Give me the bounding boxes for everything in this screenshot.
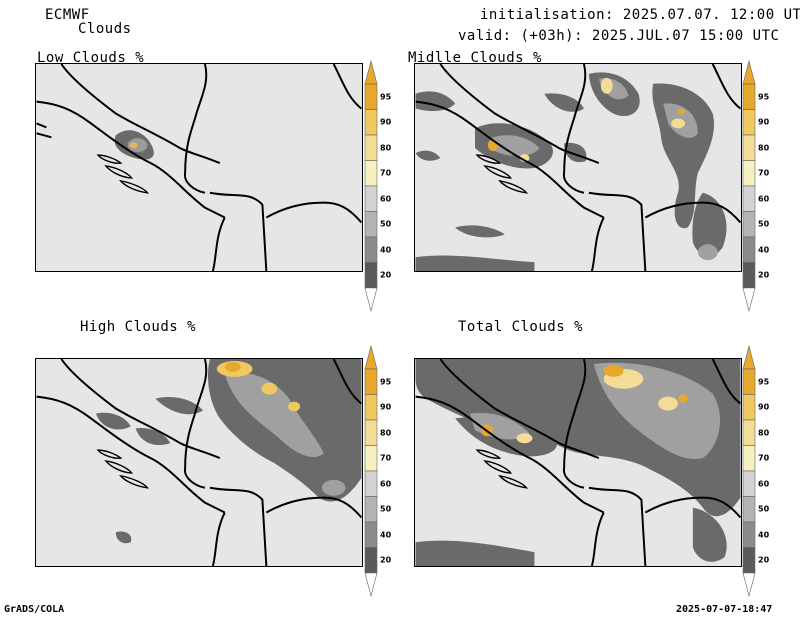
panel-title-middle: Midlle Clouds % xyxy=(408,50,542,66)
colorbar-box xyxy=(364,470,378,497)
colorbar-label: 20 xyxy=(380,555,392,565)
colorbar-box xyxy=(364,236,378,263)
colorbar-label: 50 xyxy=(758,504,770,514)
colorbar-svg xyxy=(742,60,756,312)
colorbar-label: 80 xyxy=(758,428,770,438)
colorbar-box xyxy=(742,236,756,263)
colorbar-label: 60 xyxy=(380,479,392,489)
colorbar-box xyxy=(742,160,756,187)
panel-title-low: Low Clouds % xyxy=(37,50,145,66)
colorbar-label: 60 xyxy=(380,194,392,204)
map-high-svg xyxy=(36,359,362,566)
colorbar-label: 40 xyxy=(758,245,770,255)
colorbar-arrow-top xyxy=(742,345,756,370)
map-low-svg xyxy=(36,64,362,271)
colorbar-label: 60 xyxy=(758,194,770,204)
map-total-clouds xyxy=(414,358,742,567)
colorbar-label: 20 xyxy=(758,270,770,280)
map-low-clouds xyxy=(35,63,363,272)
colorbar-box xyxy=(742,394,756,421)
colorbar-box xyxy=(742,368,756,395)
colorbar-label: 40 xyxy=(380,245,392,255)
colorbar-box xyxy=(364,445,378,472)
colorbar-label: 95 xyxy=(380,92,392,102)
initialisation-text: initialisation: 2025.07.07. 12:00 UTC xyxy=(480,7,800,23)
colorbar-label: 90 xyxy=(380,402,392,412)
colorbar-label: 20 xyxy=(758,555,770,565)
colorbar-label: 50 xyxy=(380,219,392,229)
colorbar-label: 60 xyxy=(758,479,770,489)
colorbar-bottom-left: 95 90 80 70 60 50 40 20 xyxy=(364,345,396,597)
colorbar-top-left: 95 90 80 70 60 50 40 20 xyxy=(364,60,396,312)
colorbar-arrow-bottom xyxy=(364,287,378,312)
colorbar-box xyxy=(742,262,756,289)
colorbar-box xyxy=(742,521,756,548)
model-name: ECMWF xyxy=(45,7,90,23)
valid-time-text: valid: (+03h): 2025.JUL.07 15:00 UTC xyxy=(458,28,780,44)
colorbar-bottom-right: 95 90 80 70 60 50 40 20 xyxy=(742,345,774,597)
colorbar-box xyxy=(364,262,378,289)
product-name: Clouds xyxy=(78,21,132,37)
colorbar-arrow-bottom xyxy=(742,572,756,597)
colorbar-box xyxy=(364,368,378,395)
colorbar-label: 80 xyxy=(380,143,392,153)
colorbar-box xyxy=(364,547,378,574)
colorbar-box xyxy=(742,470,756,497)
colorbar-box xyxy=(364,160,378,187)
colorbar-box xyxy=(742,211,756,238)
colorbar-label: 70 xyxy=(758,168,770,178)
colorbar-svg xyxy=(364,345,378,597)
colorbar-label: 90 xyxy=(758,117,770,127)
map-middle-svg xyxy=(415,64,741,271)
colorbar-label: 70 xyxy=(758,453,770,463)
colorbar-label: 70 xyxy=(380,168,392,178)
colorbar-box xyxy=(742,109,756,136)
colorbar-box xyxy=(364,109,378,136)
colorbar-arrow-top xyxy=(364,345,378,370)
colorbar-label: 90 xyxy=(758,402,770,412)
colorbar-label: 40 xyxy=(758,530,770,540)
colorbar-box xyxy=(364,185,378,212)
colorbar-arrow-bottom xyxy=(364,572,378,597)
colorbar-box xyxy=(364,521,378,548)
colorbar-label: 40 xyxy=(380,530,392,540)
colorbar-box xyxy=(742,185,756,212)
colorbar-box xyxy=(364,83,378,110)
colorbar-label: 90 xyxy=(380,117,392,127)
footer-software: GrADS/COLA xyxy=(4,604,65,615)
colorbar-box xyxy=(364,211,378,238)
map-total-svg xyxy=(415,359,741,566)
panel-title-total: Total Clouds % xyxy=(458,319,584,335)
colorbar-label: 80 xyxy=(758,143,770,153)
colorbar-box xyxy=(364,394,378,421)
map-middle-clouds xyxy=(414,63,742,272)
colorbar-box xyxy=(742,419,756,446)
colorbar-box xyxy=(364,419,378,446)
colorbar-label: 50 xyxy=(380,504,392,514)
colorbar-svg xyxy=(364,60,378,312)
colorbar-arrow-bottom xyxy=(742,287,756,312)
colorbar-box xyxy=(364,496,378,523)
colorbar-label: 50 xyxy=(758,219,770,229)
colorbar-arrow-top xyxy=(364,60,378,85)
colorbar-box xyxy=(364,134,378,161)
colorbar-svg xyxy=(742,345,756,597)
colorbar-label: 95 xyxy=(380,377,392,387)
colorbar-label: 80 xyxy=(380,428,392,438)
colorbar-label: 20 xyxy=(380,270,392,280)
colorbar-box xyxy=(742,496,756,523)
footer-timestamp: 2025-07-07-18:47 xyxy=(676,604,773,615)
colorbar-top-right: 95 90 80 70 60 50 40 20 xyxy=(742,60,774,312)
colorbar-label: 95 xyxy=(758,92,770,102)
map-high-clouds xyxy=(35,358,363,567)
colorbar-box xyxy=(742,134,756,161)
colorbar-label: 95 xyxy=(758,377,770,387)
colorbar-arrow-top xyxy=(742,60,756,85)
colorbar-box xyxy=(742,547,756,574)
colorbar-box xyxy=(742,83,756,110)
panel-title-high: High Clouds % xyxy=(80,319,197,335)
colorbar-box xyxy=(742,445,756,472)
colorbar-label: 70 xyxy=(380,453,392,463)
